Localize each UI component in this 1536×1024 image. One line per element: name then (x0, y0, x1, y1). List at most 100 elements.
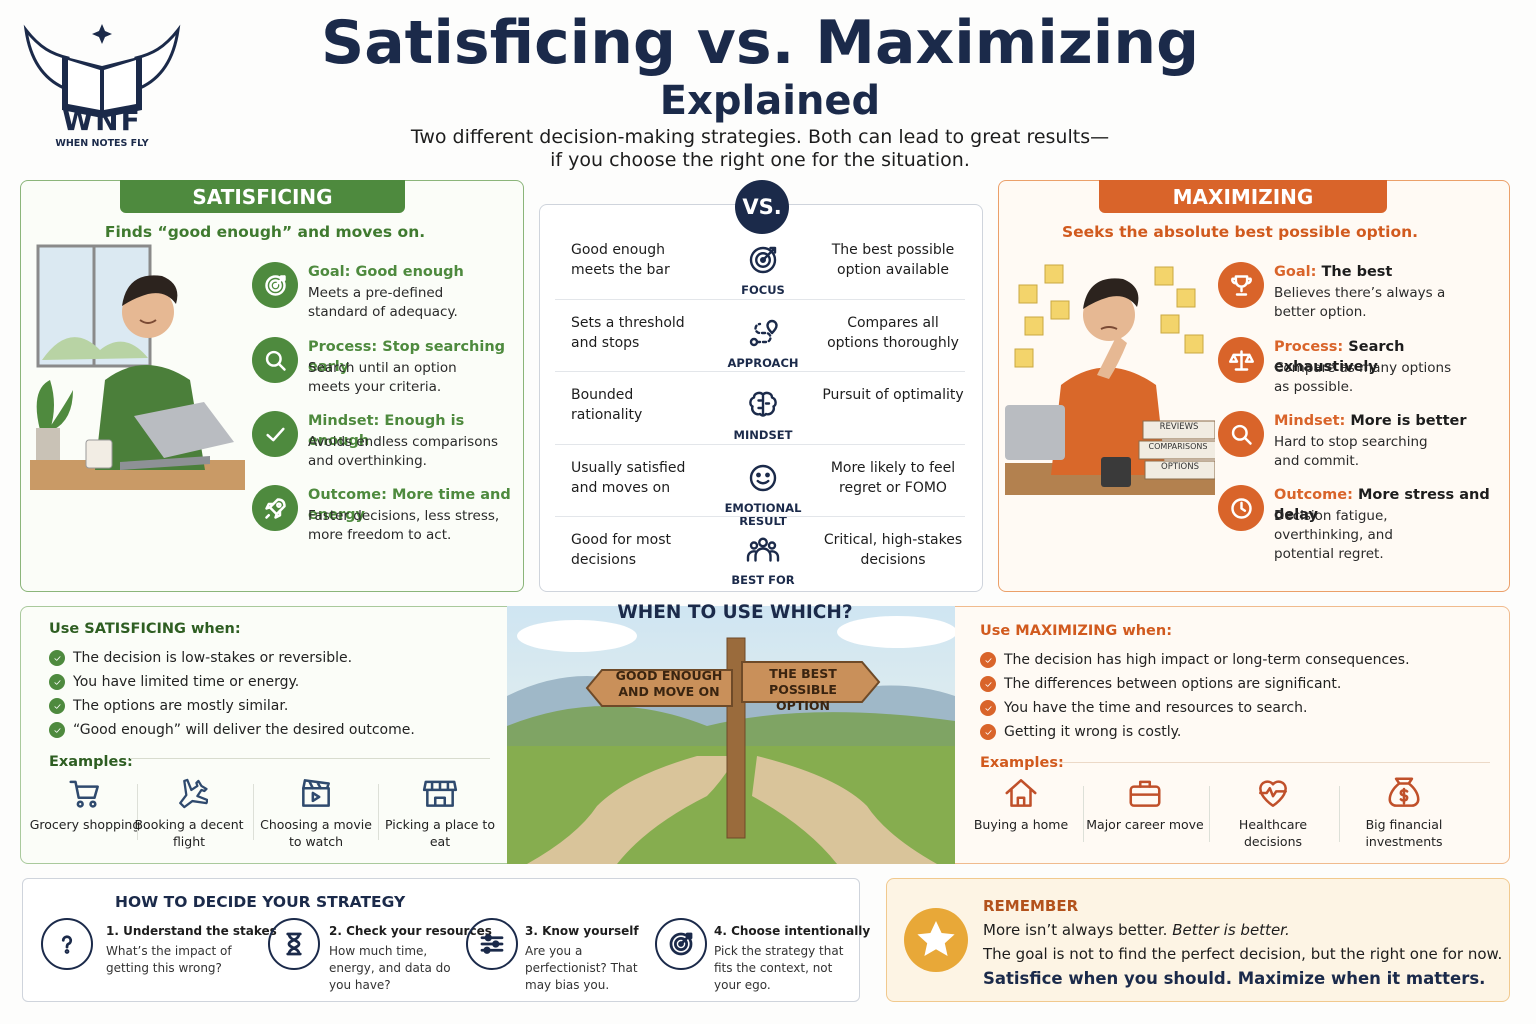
shape (767, 541, 777, 550)
shape (122, 275, 178, 306)
shape (1154, 266, 1174, 286)
shape (1259, 786, 1287, 798)
item-label: Goal: (308, 264, 351, 280)
shape (1100, 326, 1118, 330)
example-divider (137, 784, 138, 840)
logo-tagline: WHEN NOTES FLY (55, 138, 149, 149)
item-heading: Process: Search exhaustively (1274, 337, 1494, 377)
compare-label: APPROACH (727, 355, 799, 370)
icon-graphic (53, 679, 61, 685)
item-text: Search until an option meets your criter… (308, 360, 457, 395)
when-title: WHEN TO USE WHICH? (617, 602, 853, 623)
icon-graphic (264, 274, 286, 296)
shape (758, 537, 768, 548)
icon-graphic (53, 727, 61, 733)
condition: The differences between options are sign… (1004, 676, 1342, 692)
how-to-title: HOW TO DECIDE YOUR STRATEGY (115, 893, 406, 911)
item-heading: Mindset: More is better (1274, 411, 1494, 431)
item-label: Process: (1274, 339, 1344, 355)
icon-graphic (984, 705, 992, 711)
icon-graphic (749, 391, 777, 417)
condition: You have limited time or energy. (73, 674, 300, 690)
shape (1129, 785, 1161, 807)
item-text: Faster decisions, less stress, more free… (308, 508, 500, 543)
compare-right: Critical, high-stakes decisions (823, 532, 963, 568)
shape (122, 286, 174, 338)
shape (749, 391, 777, 417)
satisficing-heading: SATISFICING (120, 180, 405, 213)
satisficing-tagline: Finds “good enough” and moves on. (104, 223, 426, 241)
shape (749, 464, 777, 491)
shape (1051, 367, 1166, 475)
icon-graphic (984, 681, 992, 687)
compare-right: More likely to feel regret or FOMO (830, 459, 956, 496)
icon-graphic (1259, 780, 1287, 807)
icon-graphic (61, 935, 73, 954)
shape (1044, 264, 1064, 284)
item-text: Meets a pre-defined standard of adequacy… (308, 285, 458, 320)
shape (1228, 349, 1254, 371)
item-text: Avoids endless comparisons and overthink… (308, 434, 499, 469)
example-label: Healthcare decisions (1238, 817, 1308, 849)
shape (1243, 436, 1252, 445)
example-icon (1385, 774, 1423, 812)
icon-graphic (53, 655, 61, 661)
shape (64, 949, 70, 954)
shape (265, 350, 282, 367)
compare-icon (745, 387, 781, 423)
check-icon (980, 652, 996, 668)
compare-right: The best possible option available (831, 242, 955, 278)
shape (273, 274, 286, 287)
subtitle-line: if you choose the right one for the situ… (550, 149, 970, 171)
shape (1101, 457, 1131, 487)
shape (746, 547, 780, 562)
shape (527, 756, 737, 864)
row-divider (555, 298, 965, 300)
item-label: Outcome: (308, 487, 387, 503)
shape (492, 940, 500, 948)
shape (422, 780, 458, 807)
shape (36, 380, 73, 430)
icon-graphic (264, 497, 286, 519)
icon-graphic (265, 350, 286, 371)
sign-right: THE BEST POSSIBLE OPTION (769, 666, 837, 713)
how-to-panel (22, 878, 860, 1002)
use-maximizing-panel (950, 606, 1510, 864)
icon-graphic (749, 246, 777, 274)
item-value: Enough is enough (308, 413, 465, 449)
example-divider (1083, 786, 1084, 842)
shape (483, 946, 491, 954)
item-heading: Mindset: Enough is enough (308, 411, 528, 451)
icon-graphic (1230, 274, 1252, 296)
compare-left: Sets a threshold and stops (571, 314, 685, 351)
remember-line3: Satisfice when you should. Maximize when… (983, 969, 1486, 988)
icon-graphic (984, 729, 992, 735)
shape (1399, 787, 1409, 805)
shape (757, 399, 771, 410)
item-icon (1218, 411, 1264, 457)
shape (1083, 278, 1139, 309)
step-icon (655, 918, 707, 970)
use-satisficing-heading: Use SATISFICING when: (49, 621, 241, 637)
icon-graphic (69, 780, 99, 808)
example-icon (1254, 774, 1292, 812)
item-icon (252, 485, 298, 531)
shape (1018, 284, 1038, 304)
step-icon (268, 918, 320, 970)
shape (984, 729, 992, 735)
shape (679, 932, 693, 946)
shape (134, 24, 181, 91)
shape (53, 703, 61, 709)
icon-graphic (286, 932, 302, 956)
item-icon (1218, 485, 1264, 531)
item-value: More time and energy (308, 487, 511, 523)
shape (277, 362, 286, 371)
remember-emphasis: Better is better. (1172, 921, 1290, 939)
shape (85, 439, 113, 469)
shape (984, 657, 992, 663)
shape (134, 402, 234, 458)
icon-graphic (1388, 777, 1420, 807)
item-heading: Goal: Good enough (308, 262, 528, 282)
item-text: Decision fatigue, overthinking, and pote… (1274, 508, 1393, 562)
step-title: 1. Understand the stakes (106, 924, 277, 938)
